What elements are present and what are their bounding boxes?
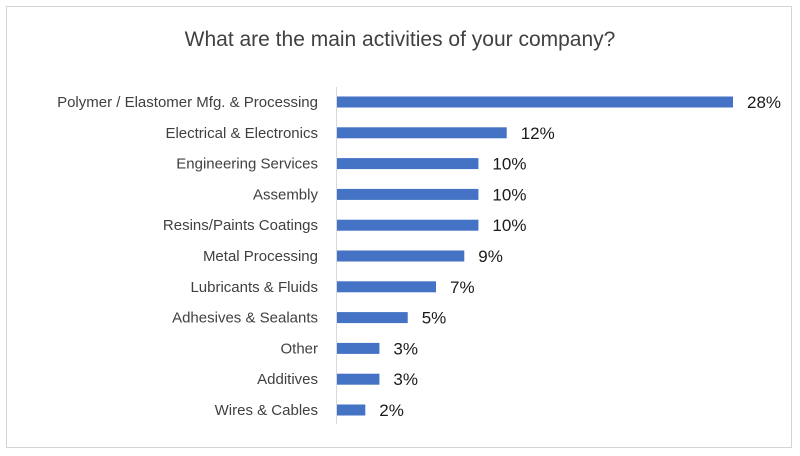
category-label: Resins/Paints Coatings bbox=[163, 217, 318, 234]
category-label: Metal Processing bbox=[203, 248, 318, 265]
data-label: 10% bbox=[492, 185, 526, 204]
bar bbox=[337, 250, 465, 262]
category-label: Other bbox=[280, 340, 318, 357]
bar bbox=[337, 312, 408, 324]
data-label: 12% bbox=[521, 124, 555, 143]
bar bbox=[337, 373, 380, 385]
data-label: 2% bbox=[379, 401, 404, 420]
category-label: Engineering Services bbox=[176, 156, 318, 173]
category-label: Assembly bbox=[253, 186, 319, 203]
category-label: Lubricants & Fluids bbox=[190, 279, 318, 296]
data-label: 7% bbox=[450, 278, 475, 297]
data-label: 9% bbox=[478, 247, 503, 266]
data-label: 28% bbox=[747, 93, 781, 112]
category-label: Electrical & Electronics bbox=[165, 125, 318, 142]
bar bbox=[337, 281, 436, 293]
bar bbox=[337, 127, 507, 139]
bar bbox=[337, 342, 380, 354]
data-label: 3% bbox=[393, 339, 418, 358]
bar bbox=[337, 96, 733, 108]
bar bbox=[337, 219, 479, 231]
bar bbox=[337, 188, 479, 200]
data-label: 5% bbox=[422, 309, 447, 328]
category-label: Polymer / Elastomer Mfg. & Processing bbox=[57, 94, 318, 111]
category-label: Wires & Cables bbox=[215, 402, 318, 419]
category-label: Additives bbox=[257, 371, 318, 388]
data-label: 3% bbox=[393, 370, 418, 389]
chart-title: What are the main activities of your com… bbox=[184, 28, 616, 51]
data-label: 10% bbox=[492, 155, 526, 174]
category-label: Adhesives & Sealants bbox=[172, 310, 318, 327]
data-label: 10% bbox=[492, 216, 526, 235]
bar bbox=[337, 158, 479, 170]
bar bbox=[337, 404, 366, 416]
